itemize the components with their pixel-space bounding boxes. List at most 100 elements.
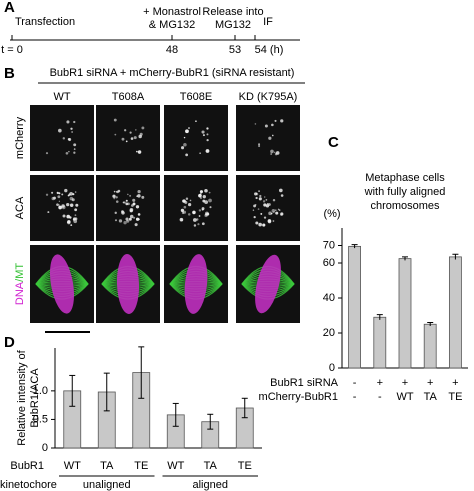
panel-label: C <box>328 134 339 151</box>
signal-dot <box>45 193 49 196</box>
x-tick-label: TA <box>204 460 218 472</box>
signal-dot <box>198 209 202 212</box>
signal-dot <box>184 200 188 204</box>
row-label: mCherry <box>14 116 26 159</box>
signal-dot <box>202 195 206 199</box>
signal-dot <box>123 221 127 225</box>
bar <box>398 258 412 369</box>
signal-dot <box>272 198 276 202</box>
signal-dot <box>265 199 268 201</box>
micrograph <box>164 105 228 171</box>
micrograph <box>96 175 160 241</box>
signal-dot <box>183 142 187 147</box>
bar <box>448 256 462 369</box>
panel-label: D <box>4 334 15 351</box>
micrograph <box>164 175 228 241</box>
row-label-part: /MT <box>14 263 26 282</box>
row-label-part: mCherry <box>14 116 26 159</box>
signal-dot <box>51 191 54 194</box>
signal-dot <box>67 220 71 225</box>
signal-dot <box>71 131 73 133</box>
micrograph <box>30 105 94 171</box>
row-label-part: ACA <box>14 196 26 219</box>
signal-dot <box>258 222 262 227</box>
signal-dot <box>258 143 261 146</box>
signal-dot <box>263 216 267 219</box>
signal-dot <box>121 211 125 215</box>
signal-dot <box>68 150 70 153</box>
signal-dot <box>114 133 117 136</box>
signal-dot <box>254 123 257 125</box>
signal-dot <box>56 191 59 194</box>
event-label: IF <box>263 16 273 28</box>
panel-label: A <box>4 0 15 16</box>
signal-dot <box>138 218 140 221</box>
signal-dot <box>134 223 138 227</box>
signal-dot <box>198 193 202 198</box>
signal-dot <box>258 190 260 193</box>
signal-dot <box>181 146 185 150</box>
signal-dot <box>275 151 280 155</box>
signal-dot <box>135 129 137 131</box>
signal-dot <box>129 131 132 134</box>
condition-cell: - <box>378 391 382 403</box>
signal-dot <box>62 137 66 140</box>
x-tick-label: TE <box>238 460 252 472</box>
signal-dot <box>192 211 194 214</box>
signal-dot <box>129 209 133 213</box>
signal-dot <box>201 130 205 134</box>
signal-dot <box>123 201 126 204</box>
signal-dot <box>58 200 61 203</box>
signal-dot <box>139 132 143 136</box>
signal-dot <box>195 120 197 123</box>
signal-dot <box>132 198 136 202</box>
y-tick-label: 0 <box>329 362 335 374</box>
y-axis-label: (%) <box>323 208 340 220</box>
row-label: ACA <box>14 196 26 219</box>
group-row-label: kinetochore <box>0 479 57 491</box>
signal-dot <box>259 194 262 198</box>
condition-cell: WT <box>396 391 413 403</box>
signal-dot <box>113 197 116 200</box>
signal-dot <box>128 217 132 221</box>
signal-dot <box>74 208 78 212</box>
signal-dot <box>264 196 266 198</box>
condition-cell: TA <box>424 391 438 403</box>
column-label: WT <box>53 91 70 103</box>
event-time: 54 (h) <box>255 44 284 56</box>
x-tick-label: WT <box>167 460 184 472</box>
signal-dot <box>141 126 145 130</box>
signal-dot <box>47 211 50 214</box>
signal-dot <box>114 211 117 215</box>
y-tick-label: 70 <box>323 239 335 251</box>
signal-dot <box>263 203 267 207</box>
panel-label: B <box>4 65 15 82</box>
x-tick-label: WT <box>64 460 81 472</box>
group-label: aligned <box>193 479 228 491</box>
signal-dot <box>58 205 62 210</box>
signal-dot <box>258 144 261 148</box>
signal-dot <box>56 203 59 206</box>
signal-dot <box>182 199 185 203</box>
signal-dot <box>45 152 49 155</box>
signal-dot <box>204 188 208 193</box>
signal-dot <box>135 205 140 209</box>
signal-dot <box>133 136 137 140</box>
signal-dot <box>57 195 61 199</box>
signal-dot <box>189 199 192 202</box>
event-label: Transfection <box>15 16 75 28</box>
signal-dot <box>257 208 260 210</box>
signal-dot <box>136 150 138 153</box>
signal-dot <box>112 194 116 198</box>
signal-dot <box>206 133 209 136</box>
event-label: + Monastrol <box>143 6 201 18</box>
row-label: DNA/MT <box>14 263 26 305</box>
bar <box>373 316 387 369</box>
signal-dot <box>255 221 259 225</box>
signal-dot <box>205 149 210 153</box>
signal-dot <box>183 205 187 209</box>
signal-dot <box>273 151 276 154</box>
signal-dot <box>127 193 129 196</box>
signal-dot <box>275 209 277 211</box>
signal-dot <box>268 136 272 140</box>
